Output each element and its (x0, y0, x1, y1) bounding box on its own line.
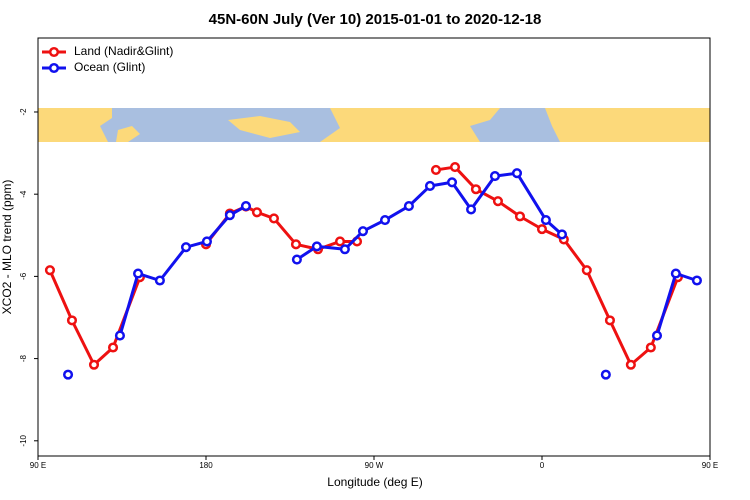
data-point (88, 359, 100, 370)
legend-label: Land (Nadir&Glint) (74, 44, 173, 58)
data-point (291, 254, 302, 265)
data-point (114, 330, 125, 341)
data-point (201, 236, 212, 247)
x-tick-label: 0 (540, 461, 545, 470)
data-point (470, 184, 481, 195)
data-point (645, 342, 656, 353)
data-point (66, 315, 78, 326)
data-point (430, 164, 442, 175)
y-tick-label: -10 (19, 434, 28, 446)
x-tick-label: 90 E (30, 461, 46, 470)
legend-label: Ocean (Glint) (74, 60, 145, 74)
y-tick-label: -6 (19, 272, 28, 280)
data-point (251, 207, 263, 218)
data-point (403, 201, 414, 212)
data-point (670, 268, 681, 279)
data-point (63, 369, 74, 380)
series-line (118, 171, 698, 337)
data-point (581, 265, 592, 276)
data-point (180, 242, 192, 253)
data-point (154, 275, 165, 286)
data-point (466, 204, 477, 215)
data-point (379, 215, 391, 226)
data-point (268, 213, 279, 224)
data-point (424, 180, 436, 192)
x-tick-label: 90 E (702, 461, 718, 470)
data-point (224, 210, 235, 221)
data-point (625, 359, 636, 370)
x-tick-label: 180 (199, 461, 213, 470)
data-point (600, 369, 611, 380)
data-point (511, 168, 523, 179)
chart-title: 45N-60N July (Ver 10) 2015-01-01 to 2020… (209, 11, 542, 28)
y-tick-label: -4 (19, 190, 28, 198)
x-tick-label: 90 W (365, 461, 384, 470)
y-axis-label: XCO2 - MLO trend (ppm) (0, 180, 14, 315)
legend-marker (48, 46, 60, 58)
data-point (514, 211, 526, 222)
data-point (536, 224, 548, 235)
map-strip (38, 108, 710, 142)
data-point (446, 177, 458, 188)
data-point (449, 162, 461, 173)
data-point (240, 201, 251, 212)
data-point (311, 241, 322, 252)
legend-marker (48, 62, 60, 74)
data-point (489, 171, 501, 182)
legend: Land (Nadir&Glint) Ocean (Glint) (42, 44, 173, 74)
data-point (107, 342, 119, 353)
data-point (44, 265, 55, 276)
data-point (290, 239, 302, 250)
data-point (357, 226, 369, 237)
data-point (691, 275, 702, 286)
y-tick-label: -8 (19, 354, 28, 362)
x-axis-label: Longitude (deg E) (327, 475, 422, 489)
data-point (133, 268, 144, 279)
data-point (604, 315, 615, 326)
y-tick-label: -2 (19, 108, 28, 116)
series-line (48, 165, 680, 367)
data-point (492, 196, 503, 207)
data-point (334, 236, 346, 247)
data-point (339, 244, 350, 255)
data-point (651, 330, 663, 341)
plot-frame (37, 37, 711, 457)
data-point (540, 215, 551, 226)
data-point (556, 229, 568, 240)
